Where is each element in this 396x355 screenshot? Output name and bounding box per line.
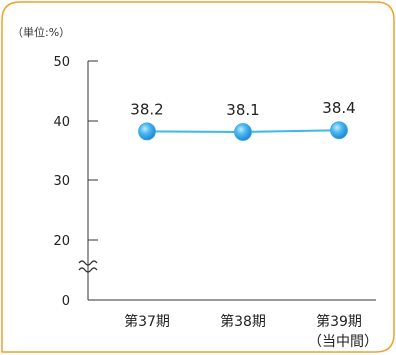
data-point <box>330 121 348 140</box>
unit-label: （単位:%） <box>12 25 70 39</box>
data-point <box>138 122 156 141</box>
x-category-label: 第39期 <box>316 313 362 330</box>
y-tick-label: 40 <box>53 115 70 130</box>
series-layer: 38.2 38.1 38.4 <box>130 99 356 141</box>
y-tick-label: 0 <box>62 294 70 309</box>
y-tick-label: 30 <box>53 174 70 189</box>
y-tick-label: 50 <box>53 55 70 70</box>
data-label: 38.2 <box>130 100 163 118</box>
y-tick-label: 20 <box>53 234 70 249</box>
axis-break-icon <box>78 260 98 273</box>
x-category-sublabel: （当中間） <box>308 334 378 350</box>
data-label: 38.1 <box>226 101 259 119</box>
x-category-label: 第38期 <box>220 313 266 330</box>
data-point <box>234 123 252 141</box>
category-labels: 第37期 第38期 第39期 （当中間） <box>124 313 378 350</box>
y-ticks: 0 20 30 40 50 <box>53 55 98 309</box>
x-category-label: 第37期 <box>124 313 170 330</box>
data-label: 38.4 <box>322 99 355 117</box>
